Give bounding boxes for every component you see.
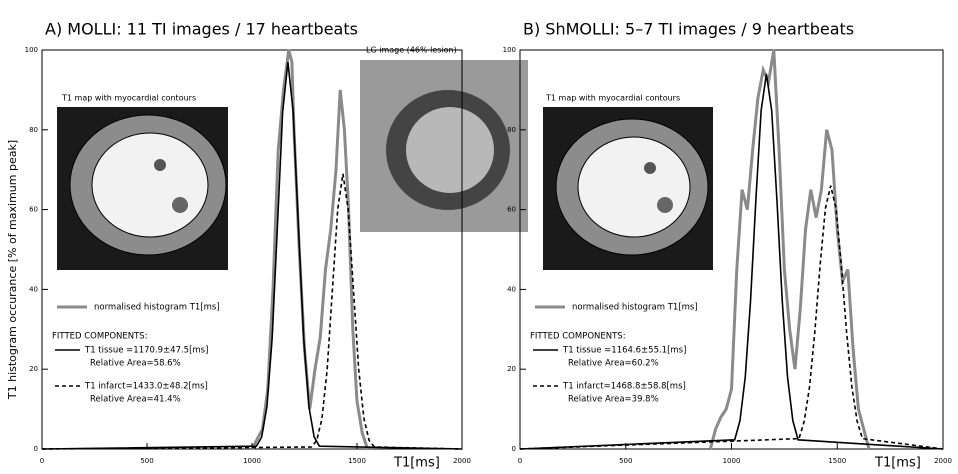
x-tick-label: 1000 [723,457,741,465]
x-tick-label: 2000 [934,457,952,465]
y-tick-label: 80 [507,126,516,134]
y-axis-label: T1 histogram occurance [% of maximum pea… [6,140,19,400]
legend-label: T1 infarct=1468.8±58.8[ms] [562,382,686,392]
image-caption: T1 map with myocardial contours [61,94,196,103]
x-axis-label: T1[ms] [393,456,440,471]
legend-label: T1 infarct=1433.0±48.2[ms] [84,382,208,392]
y-tick-label: 100 [503,46,516,54]
y-tick-label: 60 [29,206,38,214]
x-tick-label: 2000 [453,457,471,465]
relative-area: Relative Area=58.6% [90,359,181,369]
figure: 0500100015002000020406080100A) MOLLI: 11… [0,0,958,474]
legend-title: FITTED COMPONENTS: [52,332,148,342]
image-caption: LG image (46% lesion) [366,46,457,55]
legend-title: FITTED COMPONENTS: [530,332,626,342]
relative-area: Relative Area=41.4% [90,395,181,405]
relative-area: Relative Area=60.2% [568,359,659,369]
x-axis-label: T1[ms] [874,456,921,471]
y-tick-label: 20 [507,365,516,373]
relative-area: Relative Area=39.8% [568,395,659,405]
legend-label: normalised histogram T1[ms] [572,303,698,313]
series-line [252,50,368,449]
t1-map-image [543,107,713,270]
y-tick-label: 20 [29,365,38,373]
x-tick-label: 0 [518,457,522,465]
y-tick-label: 40 [507,285,516,293]
t1-map-image [57,107,228,270]
legend-label: T1 tissue =1164.6±55.1[ms] [562,346,686,356]
image-caption: T1 map with myocardial contours [545,94,680,103]
x-tick-label: 500 [619,457,632,465]
chart-title: A) MOLLI: 11 TI images / 17 heartbeats [45,20,358,39]
legend-label: T1 tissue =1170.9±47.5[ms] [84,346,208,356]
y-tick-label: 60 [507,206,516,214]
lg-image [360,60,528,232]
chart-title: B) ShMOLLI: 5–7 TI images / 9 heartbeats [523,20,854,39]
y-tick-label: 100 [25,46,38,54]
y-tick-label: 80 [29,126,38,134]
x-tick-label: 1000 [243,457,261,465]
x-tick-label: 0 [40,457,44,465]
x-tick-label: 1500 [348,457,366,465]
y-tick-label: 40 [29,285,38,293]
legend-label: normalised histogram T1[ms] [94,303,220,313]
x-tick-label: 1500 [828,457,846,465]
y-tick-label: 0 [512,445,516,453]
x-tick-label: 500 [140,457,153,465]
y-tick-label: 0 [34,445,38,453]
